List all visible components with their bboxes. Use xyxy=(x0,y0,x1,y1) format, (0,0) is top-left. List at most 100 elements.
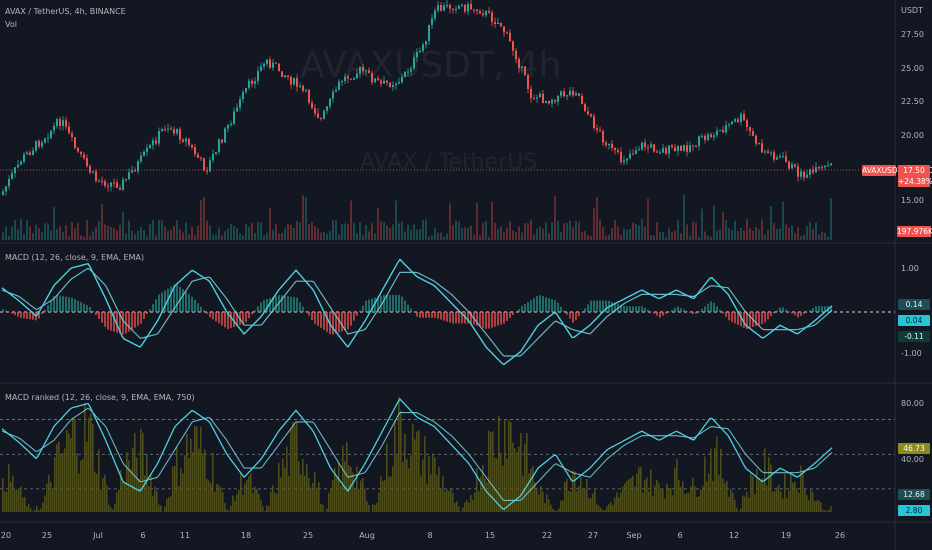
ranked-histogram-bar xyxy=(238,489,240,512)
ranked-histogram-bar xyxy=(36,506,38,512)
volume-bar xyxy=(713,205,715,240)
ranked-histogram-bar xyxy=(214,491,216,512)
volume-bar xyxy=(155,235,157,240)
volume-bar xyxy=(53,207,55,240)
candle xyxy=(791,164,793,169)
volume-bar xyxy=(269,207,271,240)
ranked-histogram-bar xyxy=(280,477,282,512)
candle xyxy=(278,63,280,72)
candle xyxy=(134,170,136,172)
ranked-histogram-bar xyxy=(80,460,82,512)
ranked-histogram-bar xyxy=(90,413,92,512)
macd-histogram-bar xyxy=(101,312,103,323)
ranked-histogram-bar xyxy=(498,416,500,512)
symbol-title[interactable]: AVAX / TetherUS, 4h, BINANCE xyxy=(5,7,126,16)
volume-bar xyxy=(827,236,829,240)
macd-histogram-bar xyxy=(479,312,481,327)
macd-histogram-bar xyxy=(512,312,514,315)
candle xyxy=(80,151,82,155)
ranked-histogram-bar xyxy=(206,479,208,512)
macd-histogram-bar xyxy=(380,295,382,312)
candle xyxy=(161,129,163,132)
candle xyxy=(56,119,58,126)
histogram-value-tag: -0.11 xyxy=(898,331,930,342)
ranked-histogram-bar xyxy=(134,432,136,512)
volume-bar xyxy=(302,195,304,240)
macd-histogram-bar xyxy=(383,294,385,312)
macd-histogram-bar xyxy=(443,312,445,321)
candle xyxy=(146,147,148,152)
macd-histogram-bar xyxy=(176,284,178,312)
ranked-histogram-bar xyxy=(360,480,362,512)
macd-histogram-bar xyxy=(476,312,478,326)
candle xyxy=(635,150,637,154)
candle xyxy=(728,124,730,126)
volume-bar xyxy=(272,229,274,240)
ranked-histogram-bar xyxy=(368,504,370,512)
macd-histogram-bar xyxy=(830,306,832,312)
candle xyxy=(677,145,679,152)
price-axis-currency: USDT xyxy=(901,6,923,15)
candle xyxy=(5,186,7,192)
candle xyxy=(572,90,574,96)
volume-bar xyxy=(797,227,799,240)
candle xyxy=(701,135,703,137)
ranked-histogram-bar xyxy=(812,491,814,512)
candle xyxy=(332,91,334,99)
candle xyxy=(659,152,661,154)
ranked-histogram-bar xyxy=(628,479,630,512)
macd-histogram-bar xyxy=(572,312,574,323)
ranked-histogram-bar xyxy=(648,491,650,512)
volume-bar xyxy=(8,235,10,240)
macd-histogram-bar xyxy=(74,299,76,312)
volume-bar xyxy=(668,227,670,240)
ranked-histogram-bar xyxy=(120,470,122,512)
ranked-histogram-bar xyxy=(632,475,634,512)
ranked-histogram-bar xyxy=(808,500,810,512)
ranked-histogram-bar xyxy=(462,507,464,512)
candle xyxy=(398,82,400,84)
candle xyxy=(107,185,109,187)
ranked-histogram-bar xyxy=(232,495,234,512)
ranked-histogram-bar xyxy=(412,424,414,512)
macd-histogram-bar xyxy=(395,294,397,312)
ranked-histogram-bar xyxy=(408,468,410,512)
macd-histogram-bar xyxy=(350,312,352,326)
ranked-histogram-bar xyxy=(752,476,754,512)
ranked-histogram-bar xyxy=(420,475,422,512)
candle xyxy=(800,171,802,177)
ranked-histogram-bar xyxy=(686,492,688,512)
ranked-histogram-bar xyxy=(442,476,444,512)
macd-histogram-bar xyxy=(755,312,757,327)
ranked-tick: 40.00 xyxy=(901,455,924,464)
candle xyxy=(131,170,133,173)
volume-indicator-label[interactable]: Vol xyxy=(5,20,17,29)
ranked-histogram-bar xyxy=(322,504,324,512)
volume-bar xyxy=(683,195,685,240)
ranked-histogram-bar xyxy=(102,478,104,512)
ranked-histogram-bar xyxy=(572,470,574,512)
candle xyxy=(614,148,616,151)
ranked-histogram-bar xyxy=(672,495,674,512)
ranked-histogram-bar xyxy=(766,485,768,512)
candle xyxy=(386,80,388,83)
macd-histogram-bar xyxy=(569,312,571,319)
candle xyxy=(482,13,484,16)
candle xyxy=(407,71,409,73)
ranked-histogram-bar xyxy=(252,493,254,512)
candle xyxy=(473,9,475,11)
macd-histogram-bar xyxy=(716,306,718,312)
candle xyxy=(47,137,49,139)
ranked-histogram-bar xyxy=(58,441,60,512)
macd-indicator-title[interactable]: MACD (12, 26, close, 9, EMA, EMA) xyxy=(5,253,145,262)
symbol-name-tag: AVAXUSDT xyxy=(862,165,903,176)
ranked-histogram-bar xyxy=(544,503,546,512)
volume-bar xyxy=(170,229,172,240)
macd-histogram-bar xyxy=(11,312,13,314)
macd-ranked-indicator-title[interactable]: MACD ranked (12, 26, close, 9, EMA, EMA,… xyxy=(5,393,195,402)
ranked-histogram-bar xyxy=(774,490,776,512)
ranked-histogram-bar xyxy=(176,446,178,512)
candle xyxy=(755,135,757,144)
candle xyxy=(467,3,469,12)
